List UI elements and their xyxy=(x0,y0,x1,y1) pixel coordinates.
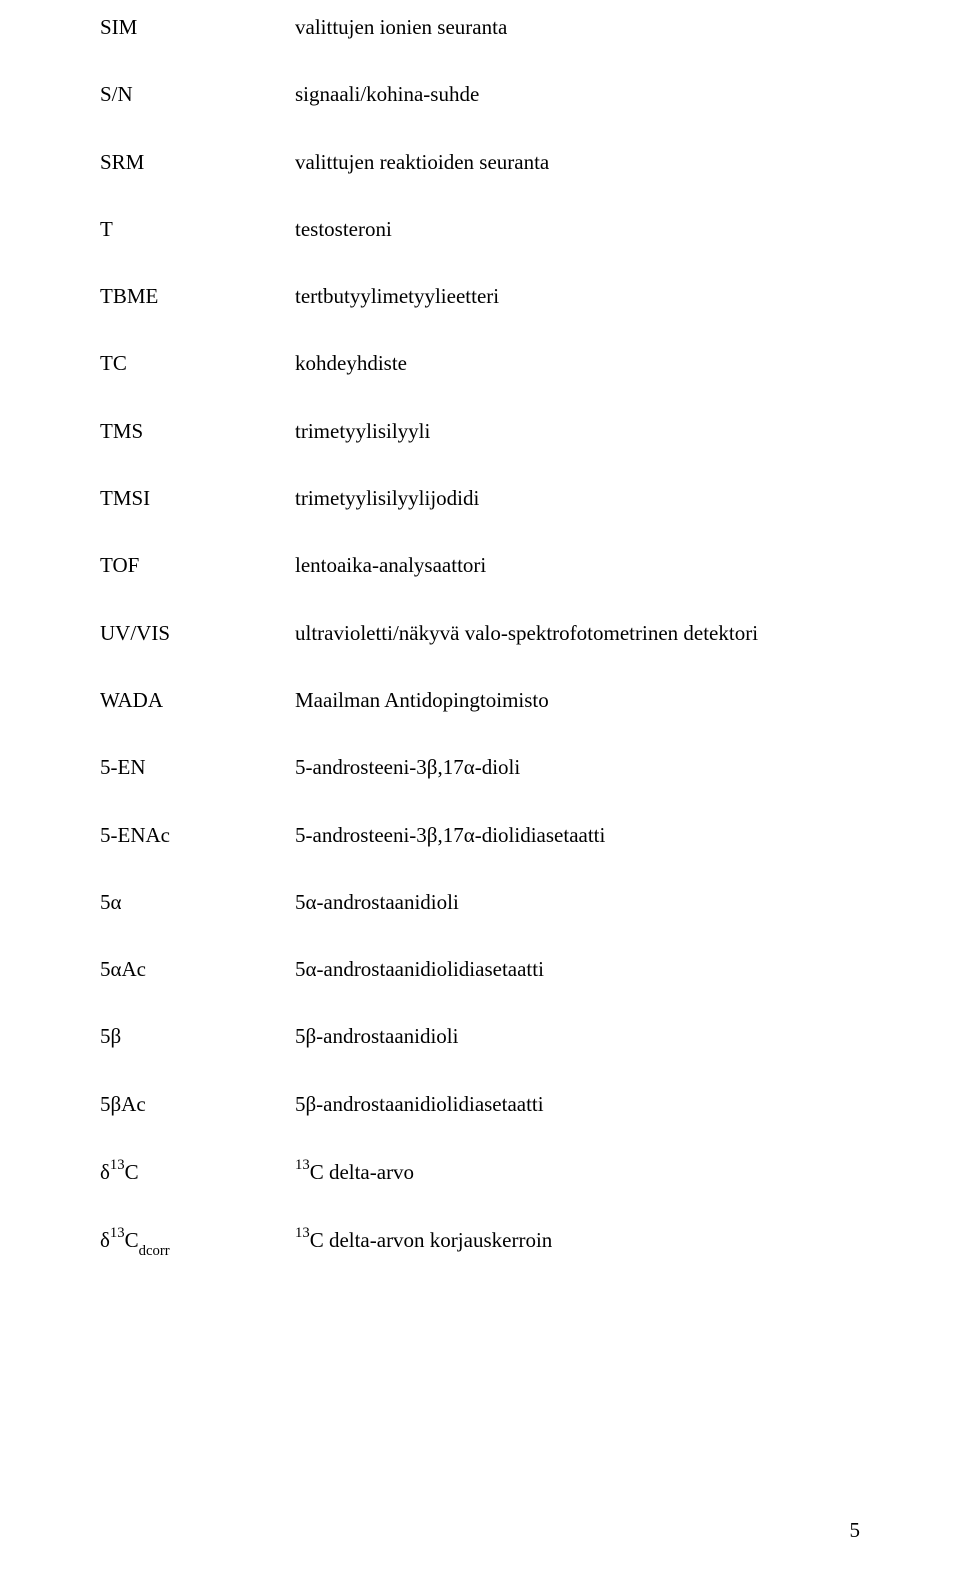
definition-row: TCkohdeyhdiste xyxy=(100,350,860,377)
document-page: SIMvalittujen ionien seuranta S/Nsignaali… xyxy=(0,0,960,1593)
definition-row: 5-EN5-androsteeni-3β,17α-dioli xyxy=(100,754,860,781)
definitions-list: SIMvalittujen ionien seuranta S/Nsignaali… xyxy=(100,14,860,1259)
abbreviation-term: 5α xyxy=(100,889,295,916)
definition-text: lentoaika-analysaattori xyxy=(295,552,860,579)
abbreviation-term: TMSI xyxy=(100,485,295,512)
definition-text: 13C delta-arvo xyxy=(295,1158,860,1186)
definition-text: kohdeyhdiste xyxy=(295,350,860,377)
definition-text: 5-androsteeni-3β,17α-diolidiasetaatti xyxy=(295,822,860,849)
definition-row: SIMvalittujen ionien seuranta xyxy=(100,14,860,41)
abbreviation-term: 5β xyxy=(100,1023,295,1050)
abbreviation-term: 5-ENAc xyxy=(100,822,295,849)
definition-text: ultravioletti/näkyvä valo-spektrofotomet… xyxy=(295,620,860,647)
definition-text: 5α-androstaanidiolidiasetaatti xyxy=(295,956,860,983)
abbreviation-term: S/N xyxy=(100,81,295,108)
abbreviation-term: δ13C xyxy=(100,1158,295,1186)
abbreviation-term: 5-EN xyxy=(100,754,295,781)
definition-row: Ttestosteroni xyxy=(100,216,860,243)
definition-text: 5α-androstaanidioli xyxy=(295,889,860,916)
abbreviation-term: SIM xyxy=(100,14,295,41)
abbreviation-term: T xyxy=(100,216,295,243)
abbreviation-term: TMS xyxy=(100,418,295,445)
definition-text: trimetyylisilyylijodidi xyxy=(295,485,860,512)
definition-row: δ13Cdcorr13C delta-arvon korjauskerroin xyxy=(100,1226,860,1258)
definition-row: 5-ENAc5-androsteeni-3β,17α-diolidiasetaa… xyxy=(100,822,860,849)
definition-text: testosteroni xyxy=(295,216,860,243)
definition-row: 5αAc5α-androstaanidiolidiasetaatti xyxy=(100,956,860,983)
definition-row: TBMEtertbutyylimetyylieetteri xyxy=(100,283,860,310)
abbreviation-term: SRM xyxy=(100,149,295,176)
definition-text: signaali/kohina-suhde xyxy=(295,81,860,108)
definition-row: WADAMaailman Antidopingtoimisto xyxy=(100,687,860,714)
definition-row: TMSItrimetyylisilyylijodidi xyxy=(100,485,860,512)
definition-row: 5α5α-androstaanidioli xyxy=(100,889,860,916)
definition-text: valittujen ionien seuranta xyxy=(295,14,860,41)
abbreviation-term: 5αAc xyxy=(100,956,295,983)
abbreviation-term: UV/VIS xyxy=(100,620,295,647)
abbreviation-term: 5βAc xyxy=(100,1091,295,1118)
definition-row: 5βAc5β-androstaanidiolidiasetaatti xyxy=(100,1091,860,1118)
definition-text: valittujen reaktioiden seuranta xyxy=(295,149,860,176)
definition-text: 5β-androstaanidiolidiasetaatti xyxy=(295,1091,860,1118)
abbreviation-term: TOF xyxy=(100,552,295,579)
abbreviation-term: TC xyxy=(100,350,295,377)
definition-row: TOFlentoaika-analysaattori xyxy=(100,552,860,579)
definition-text: 13C delta-arvon korjauskerroin xyxy=(295,1226,860,1254)
page-number: 5 xyxy=(850,1518,861,1543)
definition-text: trimetyylisilyyli xyxy=(295,418,860,445)
definition-row: UV/VISultravioletti/näkyvä valo-spektrof… xyxy=(100,620,860,647)
definition-row: 5β5β-androstaanidioli xyxy=(100,1023,860,1050)
abbreviation-term: δ13Cdcorr xyxy=(100,1226,295,1258)
abbreviation-term: TBME xyxy=(100,283,295,310)
definition-row: TMStrimetyylisilyyli xyxy=(100,418,860,445)
definition-row: δ13C13C delta-arvo xyxy=(100,1158,860,1186)
definition-text: 5-androsteeni-3β,17α-dioli xyxy=(295,754,860,781)
definition-text: Maailman Antidopingtoimisto xyxy=(295,687,860,714)
definition-text: tertbutyylimetyylieetteri xyxy=(295,283,860,310)
definition-row: S/Nsignaali/kohina-suhde xyxy=(100,81,860,108)
definition-row: SRMvalittujen reaktioiden seuranta xyxy=(100,149,860,176)
abbreviation-term: WADA xyxy=(100,687,295,714)
definition-text: 5β-androstaanidioli xyxy=(295,1023,860,1050)
